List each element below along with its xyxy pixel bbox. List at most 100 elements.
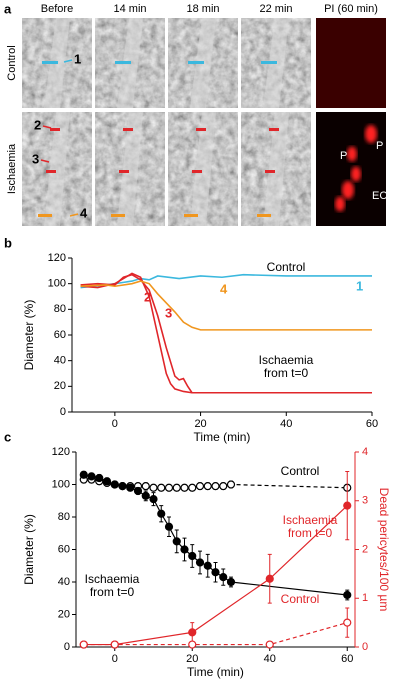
marker-bar — [119, 170, 129, 173]
annotation: Ischaemia — [85, 572, 140, 586]
vessel — [44, 112, 70, 226]
data-point — [226, 480, 236, 489]
x-tick-label: 20 — [186, 653, 198, 665]
annotation: Control — [281, 464, 320, 478]
marker-label: 3 — [32, 151, 39, 166]
series-label: 1 — [356, 278, 363, 293]
pi-label: P — [340, 150, 347, 162]
data-point — [164, 522, 174, 531]
panel-label: b — [4, 235, 12, 250]
y-tick-label: 80 — [54, 303, 66, 315]
series-line — [83, 622, 348, 646]
data-point — [219, 573, 228, 582]
column-header: 14 min — [113, 3, 146, 15]
data-point — [133, 486, 143, 496]
annotation: Control — [281, 592, 320, 606]
x-tick-label: 20 — [194, 418, 206, 430]
data-point — [195, 482, 205, 491]
x-tick-label: 40 — [280, 418, 292, 430]
x-tick-label: 0 — [112, 418, 118, 430]
data-point — [265, 640, 274, 649]
data-point — [126, 483, 135, 492]
marker-label: 2 — [34, 117, 41, 132]
pi-glow — [316, 18, 386, 108]
data-point — [343, 501, 352, 510]
data-point — [102, 477, 112, 486]
x-tick-label: 40 — [264, 653, 276, 665]
marker-label: 1 — [74, 51, 81, 66]
vessel — [117, 112, 143, 226]
data-point — [141, 482, 150, 491]
x-tick-label: 0 — [112, 653, 118, 665]
pi-cell — [342, 181, 354, 199]
y-tick-label: 60 — [58, 543, 70, 555]
data-point — [343, 618, 352, 627]
data-point — [188, 483, 197, 492]
marker-bar — [50, 128, 60, 131]
y2-axis-label: Dead pericytes/100 µm — [377, 488, 391, 612]
y-tick-label: 20 — [58, 608, 70, 620]
vessel — [190, 112, 216, 226]
y-tick-label: 0 — [64, 641, 70, 653]
y-tick-label: 100 — [48, 278, 66, 290]
data-point — [211, 568, 220, 577]
annotation: from t=0 — [90, 585, 135, 599]
pi-cell — [347, 146, 357, 162]
marker-bar — [269, 128, 279, 131]
data-point — [188, 628, 197, 637]
y-axis-label: Diameter (%) — [22, 300, 36, 371]
data-point — [203, 561, 212, 570]
data-point — [157, 509, 166, 518]
marker-bar — [257, 214, 271, 217]
panel-label: a — [4, 1, 12, 16]
row-label: Control — [6, 45, 18, 80]
marker-arrow — [42, 125, 52, 129]
pi-cell — [365, 125, 377, 143]
marker-arrow — [69, 213, 79, 217]
column-header: 22 min — [259, 3, 292, 15]
data-point — [110, 640, 119, 649]
marker-bar — [184, 214, 198, 217]
marker-bar — [261, 61, 277, 64]
x-axis-label: Time (min) — [194, 430, 251, 444]
data-point — [265, 574, 274, 583]
annotation: Ischaemia — [283, 513, 338, 527]
data-point — [118, 482, 127, 491]
y-tick-label: 20 — [54, 380, 66, 392]
y2-tick-label: 3 — [362, 495, 368, 507]
y2-tick-label: 4 — [362, 446, 368, 458]
column-header: 18 min — [186, 3, 219, 15]
annotation: from t=0 — [264, 366, 309, 380]
data-point — [343, 590, 352, 600]
series-label: 4 — [220, 281, 228, 296]
vessel — [263, 112, 289, 226]
x-tick-label: 60 — [366, 418, 378, 430]
y-axis-label: Diameter (%) — [22, 514, 36, 585]
annotation: Ischaemia — [259, 353, 314, 367]
pi-label: EC — [372, 190, 387, 202]
data-point — [95, 473, 104, 483]
panel-label: c — [4, 429, 11, 444]
marker-bar — [46, 170, 56, 173]
marker-bar — [265, 170, 275, 173]
marker-bar — [38, 214, 52, 217]
data-point — [180, 545, 189, 554]
data-point — [195, 558, 205, 567]
row-label: Ischaemia — [6, 143, 18, 194]
pi-label: P — [376, 140, 383, 152]
data-point — [172, 483, 181, 492]
data-point — [157, 483, 166, 492]
y-tick-label: 120 — [48, 252, 66, 264]
data-point — [79, 640, 88, 649]
marker-bar — [192, 170, 202, 173]
series-line — [80, 280, 372, 331]
data-point — [110, 480, 119, 489]
y2-tick-label: 2 — [362, 543, 368, 555]
annotation: Control — [267, 260, 306, 274]
marker-bar — [196, 128, 206, 131]
series-label: 2 — [144, 289, 151, 304]
y-tick-label: 120 — [52, 446, 70, 458]
marker-bar — [111, 214, 125, 217]
x-tick-label: 60 — [341, 653, 353, 665]
